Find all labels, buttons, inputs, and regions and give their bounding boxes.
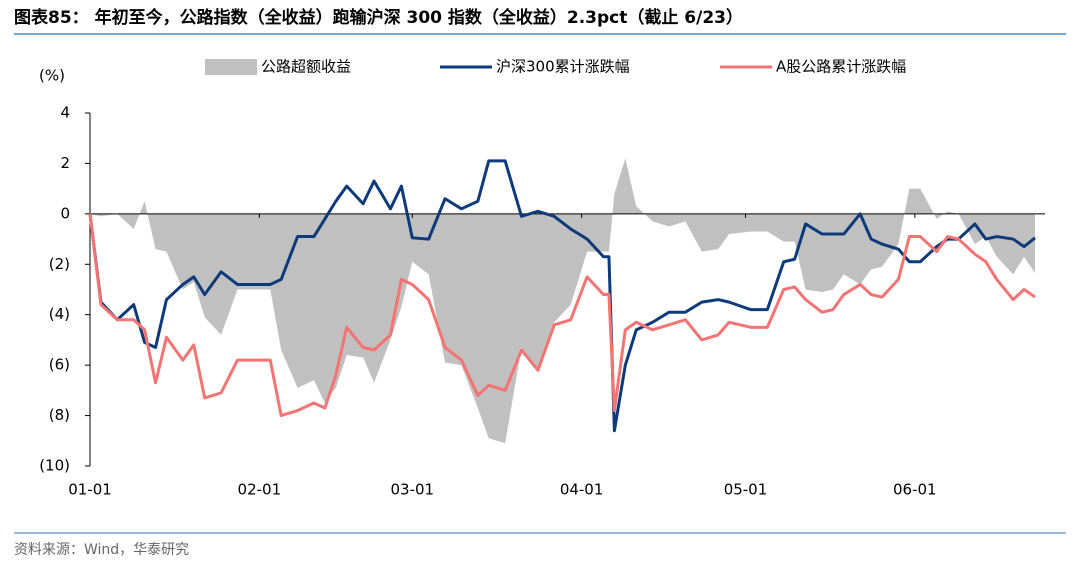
y-tick-label: (2) <box>49 255 70 273</box>
chart-title: 图表85： 年初至今，公路指数（全收益）跑输沪深 300 指数（全收益）2.3p… <box>14 7 743 28</box>
y-tick-label: 4 <box>60 104 70 122</box>
excess-area <box>90 158 1035 444</box>
legend-swatch <box>205 59 257 75</box>
y-tick-label: 0 <box>60 204 70 222</box>
y-tick-label: (4) <box>49 305 70 323</box>
legend-label: 沪深300累计涨跌幅 <box>496 58 630 76</box>
y-tick-label: (8) <box>49 406 70 424</box>
series-line <box>88 213 1036 418</box>
legend-label: 公路超额收益 <box>261 58 351 76</box>
legend-label: A股公路累计涨跌幅 <box>776 58 906 76</box>
y-tick-label: (10) <box>39 457 70 475</box>
x-tick-label: 02-01 <box>238 481 282 499</box>
x-tick-label: 03-01 <box>390 481 434 499</box>
x-tick-label: 06-01 <box>893 481 937 499</box>
x-tick-label: 01-01 <box>68 481 112 499</box>
x-tick-label: 04-01 <box>560 481 604 499</box>
x-tick-label: 05-01 <box>724 481 768 499</box>
source-note: 资料来源：Wind，华泰研究 <box>14 542 189 558</box>
y-tick-label: (6) <box>49 356 70 374</box>
y-tick-label: 2 <box>60 154 70 172</box>
series-line <box>88 159 1036 433</box>
y-axis-label: (%) <box>39 67 65 85</box>
